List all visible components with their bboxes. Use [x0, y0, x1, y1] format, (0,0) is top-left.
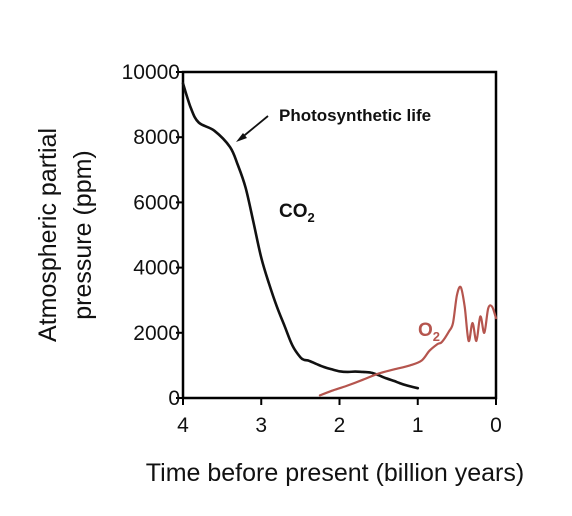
y-axis-title-line-1: Atmospheric partial: [34, 128, 62, 342]
y-axis-ticks: 10000 8000 6000 4000 2000 0: [122, 61, 183, 410]
y-tick-label: 10000: [122, 61, 180, 84]
y-tick-label: 8000: [133, 126, 180, 149]
photosynthetic-arrow-head: [236, 133, 247, 142]
x-tick-label: 0: [490, 414, 502, 437]
series-layer: [181, 82, 498, 397]
x-axis-ticks: 4 3 2 1 0: [177, 398, 502, 437]
y-tick-label: 4000: [133, 257, 180, 280]
x-tick-label: 3: [255, 414, 267, 437]
co2-series-label: CO2: [279, 201, 315, 225]
x-axis-title: Time before present (billion years): [146, 459, 524, 487]
x-tick-label: 2: [334, 414, 346, 437]
photosynthetic-life-annotation: Photosynthetic life: [236, 106, 431, 142]
photosynthetic-life-label: Photosynthetic life: [279, 106, 431, 125]
x-tick-label: 1: [412, 414, 424, 437]
co2-series-line: [181, 82, 420, 390]
x-tick-label: 4: [177, 414, 189, 437]
y-tick-label: 2000: [133, 322, 180, 345]
y-axis-title-line-2: pressure (ppm): [69, 150, 97, 320]
o2-series-line: [318, 285, 498, 397]
y-tick-label: 0: [168, 387, 180, 410]
y-tick-label: 6000: [133, 191, 180, 214]
o2-series-label: O2: [418, 320, 440, 344]
